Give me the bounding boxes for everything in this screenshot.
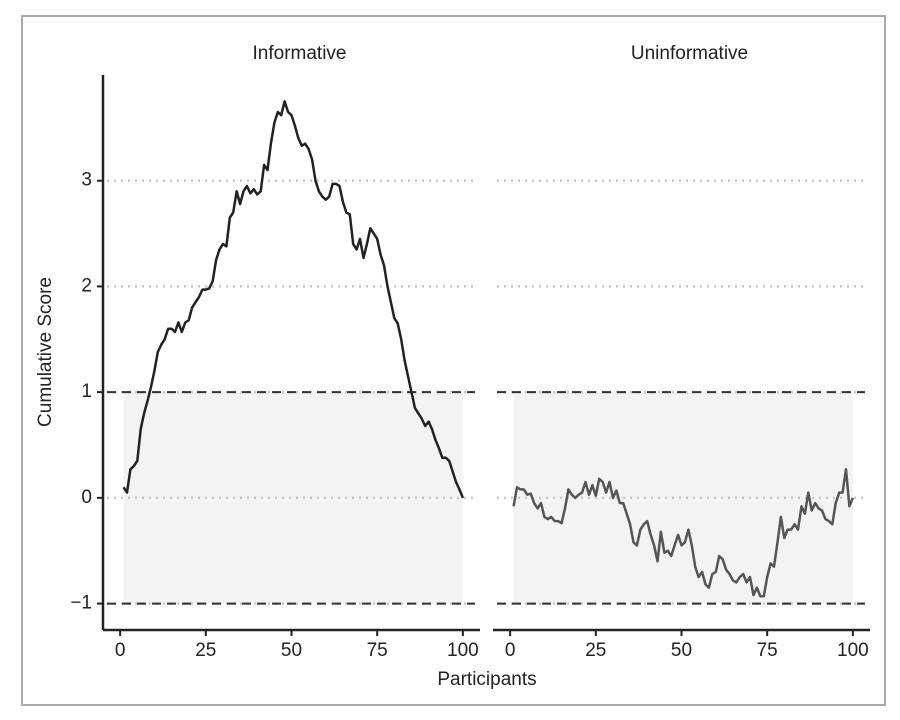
x-tick-label: 50 bbox=[671, 640, 692, 661]
x-axis-label: Participants bbox=[437, 669, 536, 690]
x-tick-label: 25 bbox=[585, 640, 606, 661]
x-tick-label: 75 bbox=[367, 640, 388, 661]
x-tick-label: 0 bbox=[505, 640, 516, 661]
x-tick-label: 0 bbox=[115, 640, 126, 661]
y-tick-label: 0 bbox=[81, 487, 92, 508]
x-tick-label: 100 bbox=[447, 640, 479, 661]
shaded-band bbox=[123, 392, 463, 604]
x-tick-label: 25 bbox=[195, 640, 216, 661]
panel-title: Uninformative bbox=[631, 43, 748, 64]
y-axis-label: Cumulative Score bbox=[35, 277, 56, 427]
x-tick-label: 100 bbox=[837, 640, 869, 661]
x-tick-label: 75 bbox=[757, 640, 778, 661]
data-line bbox=[122, 100, 465, 499]
data-line bbox=[512, 468, 855, 598]
x-tick-label: 50 bbox=[281, 640, 302, 661]
y-tick-label: 2 bbox=[81, 275, 92, 296]
y-tick-label: 3 bbox=[81, 170, 92, 191]
shaded-band bbox=[513, 392, 853, 604]
y-tick-label: −1 bbox=[70, 593, 92, 614]
panel-title: Informative bbox=[253, 43, 347, 64]
y-tick-label: 1 bbox=[81, 381, 92, 402]
